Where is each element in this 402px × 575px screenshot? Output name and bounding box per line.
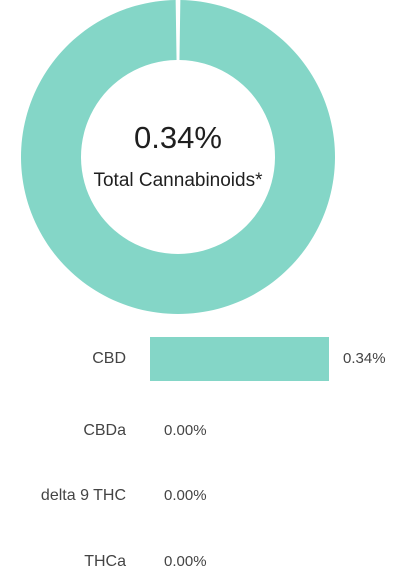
category-label-cbd: CBD	[92, 350, 126, 367]
value-label-cbda: 0.00%	[164, 422, 207, 439]
value-label-delta-9-thc: 0.00%	[164, 487, 207, 504]
donut-slice-cbd	[20, 0, 335, 314]
bar-cbd	[150, 337, 329, 381]
category-label-delta-9-thc: delta 9 THC	[40, 487, 126, 504]
value-label-thca: 0.00%	[164, 553, 207, 570]
bars	[150, 337, 329, 381]
donut-chart	[20, 0, 335, 314]
donut-slices	[20, 0, 335, 314]
category-label-cbda: CBDa	[83, 422, 126, 439]
category-label-thca: THCa	[84, 553, 126, 570]
value-label-cbd: 0.34%	[343, 350, 386, 367]
